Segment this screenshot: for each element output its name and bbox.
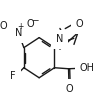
Text: −: −: [31, 15, 39, 24]
Text: O: O: [75, 19, 83, 29]
Text: O: O: [65, 84, 73, 94]
Text: O: O: [27, 19, 34, 29]
Text: O: O: [0, 21, 7, 31]
Text: OH: OH: [80, 63, 95, 73]
Text: N: N: [15, 28, 22, 38]
Text: F: F: [10, 71, 16, 81]
Text: N: N: [56, 34, 63, 44]
Text: +: +: [18, 22, 24, 30]
